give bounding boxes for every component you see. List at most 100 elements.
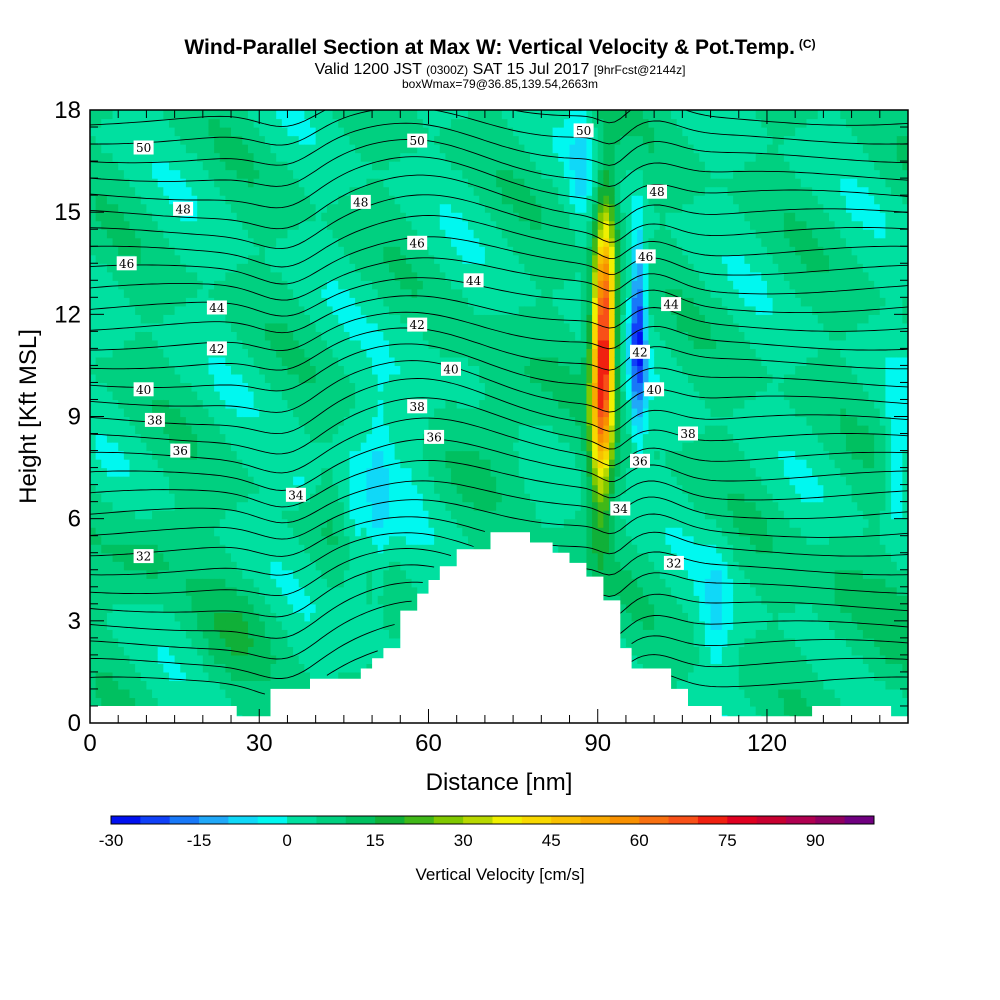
w-cell (281, 195, 289, 205)
w-cell (112, 450, 119, 460)
w-cell (360, 373, 368, 384)
w-cell (157, 612, 164, 622)
w-cell (445, 203, 452, 213)
w-cell (202, 382, 210, 392)
w-cell (118, 195, 125, 205)
w-cell (400, 169, 407, 179)
w-cell (349, 493, 356, 503)
w-cell (106, 527, 114, 537)
w-cell (225, 339, 232, 349)
w-cell (174, 339, 181, 349)
w-cell (422, 416, 430, 426)
w-cell (95, 144, 102, 154)
w-cell (185, 416, 193, 426)
w-cell (394, 467, 401, 477)
w-cell (219, 110, 226, 120)
w-cell (360, 169, 368, 179)
w-cell (400, 459, 407, 469)
w-cell (247, 152, 255, 162)
w-cell (445, 288, 452, 298)
w-cell (315, 612, 322, 622)
w-cell (146, 484, 153, 494)
w-cell (197, 348, 204, 358)
w-cell (434, 442, 441, 452)
w-cell (355, 331, 362, 341)
w-cell (281, 671, 289, 682)
w-cell (191, 407, 198, 418)
w-cell (326, 407, 334, 418)
w-cell (355, 356, 362, 367)
w-cell (281, 407, 289, 418)
w-cell (253, 399, 260, 409)
w-cell (372, 569, 379, 579)
w-cell (451, 450, 458, 460)
w-cell (281, 510, 289, 520)
w-cell (214, 527, 221, 537)
w-cell (202, 161, 210, 171)
w-cell (219, 135, 226, 145)
w-cell (473, 212, 480, 222)
w-cell (417, 127, 424, 137)
w-cell (106, 671, 114, 682)
w-cell (163, 620, 170, 630)
w-cell (219, 476, 226, 486)
w-cell (394, 288, 401, 298)
w-cell (236, 195, 243, 205)
w-cell (101, 654, 108, 664)
w-cell (360, 407, 368, 418)
w-cell (157, 663, 164, 673)
w-cell (270, 127, 277, 137)
w-cell (202, 118, 210, 128)
w-cell (394, 348, 401, 358)
w-cell (247, 501, 255, 511)
w-cell (247, 569, 255, 579)
w-cell (118, 280, 125, 290)
w-cell (106, 459, 114, 469)
w-cell (388, 365, 396, 375)
w-cell (95, 195, 102, 205)
w-cell (264, 663, 272, 673)
w-cell (349, 246, 356, 256)
w-cell (247, 407, 255, 418)
w-cell (417, 263, 424, 273)
w-cell (95, 271, 102, 281)
w-cell (315, 339, 322, 349)
w-cell (321, 612, 328, 622)
w-cell (411, 220, 418, 230)
w-cell (310, 246, 317, 256)
w-cell (349, 271, 356, 281)
w-cell (287, 152, 294, 162)
w-cell (146, 152, 153, 162)
w-cell (253, 612, 260, 622)
w-cell (129, 518, 136, 528)
w-cell (422, 220, 430, 230)
w-cell (439, 178, 447, 188)
w-cell (208, 229, 215, 239)
w-cell (434, 144, 441, 154)
w-cell (112, 254, 119, 264)
w-cell (264, 476, 272, 486)
w-cell (321, 365, 328, 375)
w-cell (287, 169, 294, 179)
w-cell (106, 373, 114, 384)
w-cell (236, 220, 243, 230)
w-cell (135, 459, 142, 469)
w-cell (191, 552, 198, 562)
w-cell (152, 629, 159, 639)
w-cell (264, 688, 272, 699)
w-cell (174, 220, 181, 230)
w-cell (129, 552, 136, 562)
w-cell (467, 467, 475, 477)
w-cell (360, 390, 368, 401)
w-cell (287, 280, 294, 290)
w-cell (168, 322, 176, 332)
w-cell (180, 254, 187, 264)
w-cell (411, 467, 418, 477)
w-cell (135, 195, 142, 205)
w-cell (197, 569, 204, 579)
w-cell (95, 544, 102, 554)
w-cell (411, 348, 418, 358)
w-cell (259, 237, 266, 247)
w-cell (287, 390, 294, 401)
w-cell (310, 186, 317, 196)
